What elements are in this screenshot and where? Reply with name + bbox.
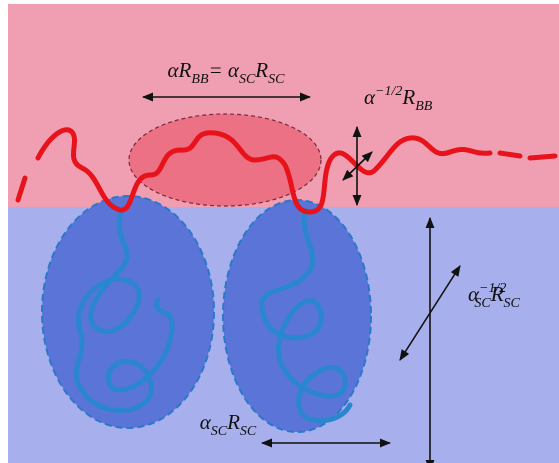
label-text: = α [209,58,240,82]
supscript: −1/2 [375,84,402,99]
subscript: SC [211,424,228,439]
label-text: αR [168,58,192,82]
label-text: R [401,85,415,109]
label-text: R [226,410,240,434]
subscript: BB [191,72,209,87]
label-text: R [254,58,268,82]
subscript: SC [240,424,257,439]
label-text: R [490,282,504,306]
subscript: SC [239,72,256,87]
sidechain-blob [42,196,214,428]
diagram: αRBB= αSCRSCα−1/2RBBα−1/2SCRSCαSCRSC [0,0,559,463]
subscript: SC [504,296,521,311]
subscript: SC [268,72,285,87]
subscript: BB [415,99,433,114]
subscript: SC [474,296,491,311]
